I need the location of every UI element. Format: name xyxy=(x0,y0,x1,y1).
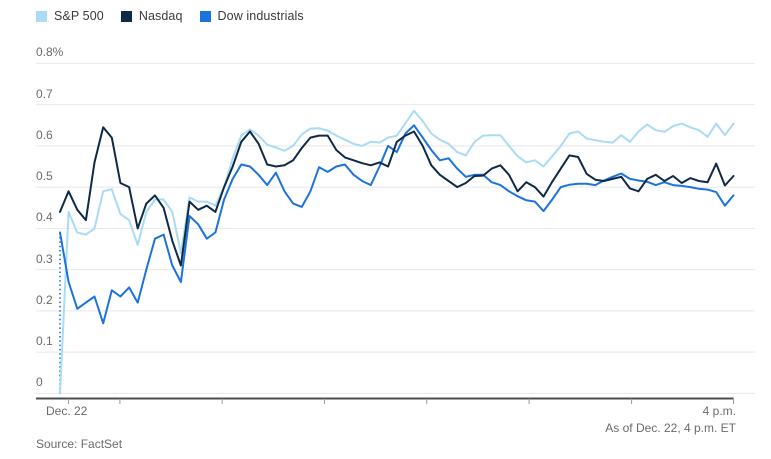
x-axis-label-close: 4 p.m. xyxy=(702,404,736,418)
legend-item-dow: Dow industrials xyxy=(199,9,304,23)
legend-item-nasdaq: Nasdaq xyxy=(120,9,183,23)
series-line-dow-industrials xyxy=(59,124,735,325)
y-axis-label-0.2: 0.2 xyxy=(36,292,53,307)
y-axis-label-0.8: 0.8% xyxy=(36,45,64,60)
y-axis-label-0.7: 0.7 xyxy=(36,86,53,101)
y-axis-label-0.5: 0.5 xyxy=(36,169,53,184)
y-axis-label-0.3: 0.3 xyxy=(36,251,53,266)
x-axis-label-open: Dec. 22 xyxy=(46,404,88,418)
y-axis-label-0.1: 0.1 xyxy=(36,334,53,349)
series-line-s-p-500 xyxy=(59,109,735,395)
legend-item-sp500: S&P 500 xyxy=(36,9,104,23)
legend-label-dow: Dow industrials xyxy=(217,9,304,23)
dow-swatch-icon xyxy=(199,10,211,22)
nasdaq-swatch-icon xyxy=(120,10,132,22)
series-line-nasdaq xyxy=(59,126,735,267)
source-credit: Source: FactSet xyxy=(36,437,123,451)
chart-legend: S&P 500 Nasdaq Dow industrials xyxy=(36,9,304,23)
sp500-swatch-icon xyxy=(36,10,47,22)
legend-label-sp500: S&P 500 xyxy=(54,9,104,23)
y-axis-label-0.4: 0.4 xyxy=(36,210,53,225)
legend-label-nasdaq: Nasdaq xyxy=(138,9,183,23)
as-of-note: As of Dec. 22, 4 p.m. ET xyxy=(605,421,736,435)
y-axis-label-0: 0 xyxy=(36,375,43,390)
y-axis-label-0.6: 0.6 xyxy=(36,127,53,142)
